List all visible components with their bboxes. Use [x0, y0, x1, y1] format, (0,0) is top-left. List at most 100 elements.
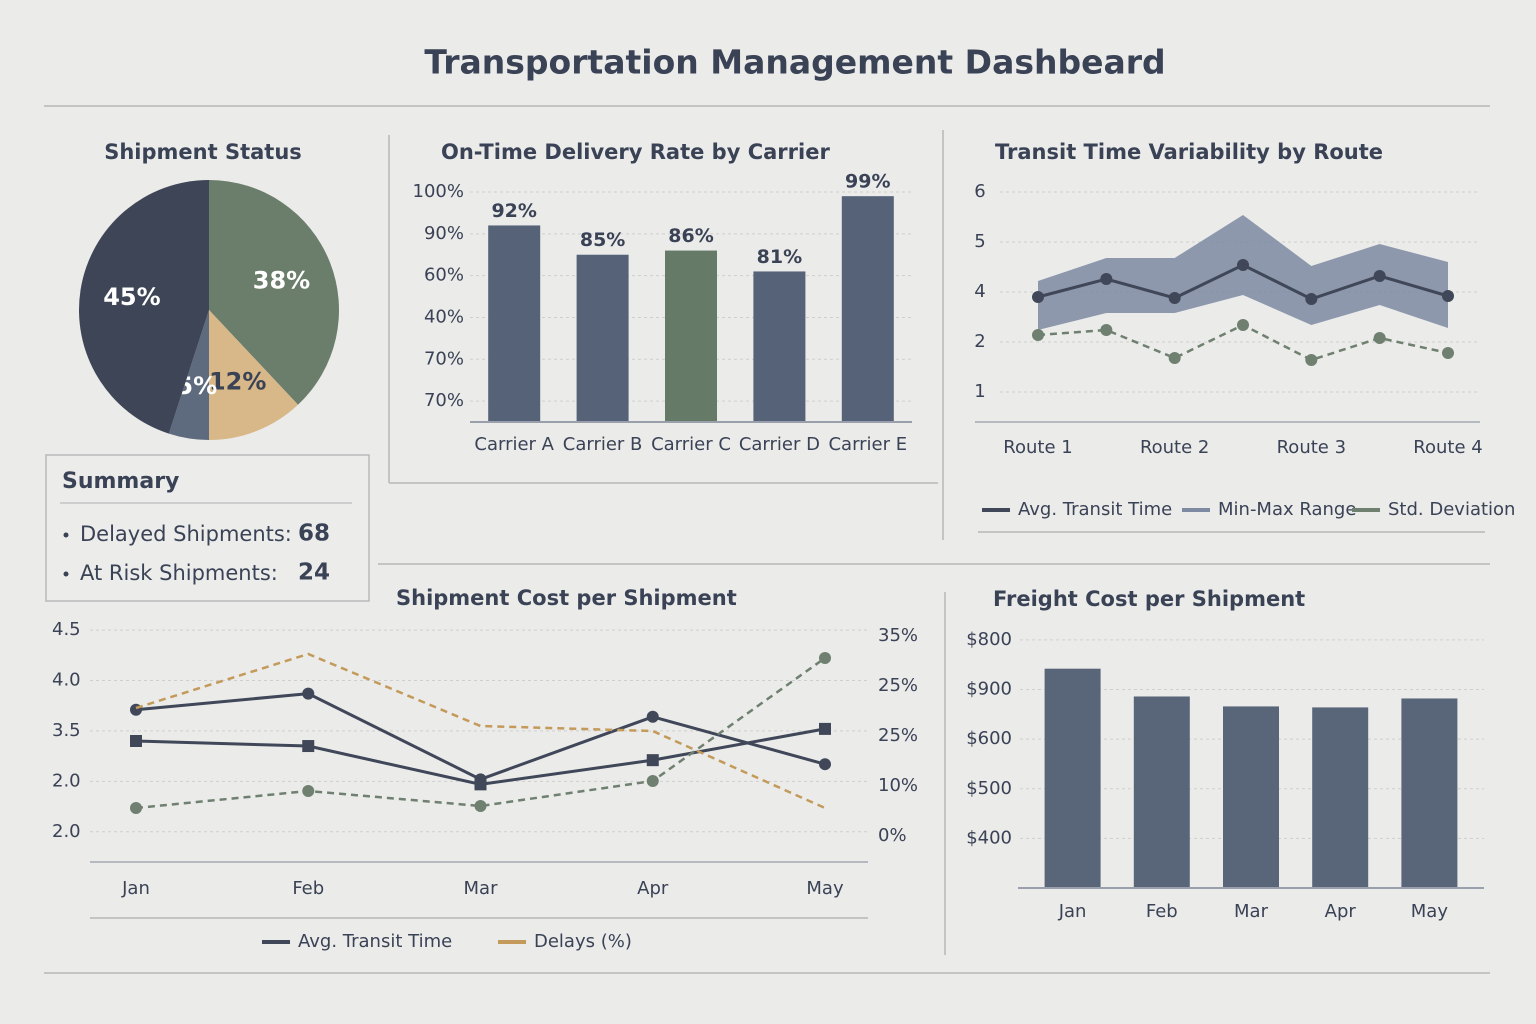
series-line [135, 652, 826, 810]
x-tick-label: Route 1 [1003, 437, 1072, 458]
y-tick-label: 4.5 [52, 619, 81, 640]
summary-title: Summary [62, 469, 179, 494]
pie-slice [79, 180, 209, 434]
y-tick-label: 4.0 [52, 670, 81, 691]
y-tick-label: 3.5 [52, 720, 81, 741]
x-tick-label: May [806, 878, 844, 899]
chart-title: Shipment Status [104, 140, 302, 164]
chart-title: Transit Time Variability by Route [995, 140, 1383, 164]
marker [1100, 324, 1113, 336]
y-tick-label: 70% [424, 390, 464, 411]
summary-value: 24 [298, 560, 330, 586]
bar [1133, 696, 1190, 888]
x-tick-label: Apr [637, 878, 669, 899]
bar [665, 250, 717, 422]
marker [646, 710, 659, 723]
range-band [1038, 215, 1448, 330]
summary-label: Delayed Shipments: [80, 522, 292, 546]
summary-value: 68 [298, 521, 330, 547]
legend-label: Min-Max Range [1218, 499, 1356, 520]
y-tick-label: 5 [974, 231, 985, 252]
slice-label: 38% [253, 266, 310, 294]
y-tick-label: 90% [424, 223, 464, 244]
pie-slice [209, 180, 339, 405]
marker [302, 687, 315, 700]
x-tick-label: Feb [292, 878, 324, 899]
marker [130, 802, 142, 814]
value-label: 81% [757, 246, 802, 268]
y-tick-label: 25% [878, 675, 918, 696]
bullet [63, 532, 69, 538]
y-tick-label: 2 [974, 331, 985, 352]
summary-frame [45, 454, 370, 602]
summary-label: At Risk Shipments: [80, 561, 278, 585]
y-tick-label: 40% [424, 306, 464, 327]
marker [1373, 332, 1386, 344]
x-tick-label: Mar [464, 878, 499, 899]
marker [1100, 273, 1113, 285]
chart-title: Shipment Cost per Shipment [396, 586, 737, 610]
page-title: Transportation Management Dashbeard [424, 43, 1165, 82]
value-label: 92% [491, 200, 536, 222]
y-tick-label: 35% [878, 625, 918, 646]
marker [474, 778, 487, 791]
series-line [135, 656, 826, 810]
chart-title: On-Time Delivery Rate by Carrier [441, 140, 830, 164]
marker [646, 775, 659, 787]
x-tick-label: Carrier D [739, 434, 820, 455]
chart-title: Freight Cost per Shipment [993, 587, 1305, 611]
value-label: 99% [845, 171, 890, 193]
pie-slice [209, 310, 298, 440]
y-tick-label: $500 [966, 778, 1012, 799]
y-tick-label: 100% [413, 181, 464, 202]
y-tick-label: $400 [966, 827, 1012, 848]
marker [646, 754, 659, 767]
marker [302, 740, 315, 753]
value-label: 85% [580, 229, 625, 251]
marker [819, 722, 831, 735]
y-tick-label: $900 [966, 679, 1012, 700]
marker [1168, 292, 1181, 304]
marker [1373, 270, 1386, 282]
marker [1168, 352, 1181, 364]
marker [1305, 354, 1318, 366]
y-tick-label: $600 [966, 728, 1012, 749]
marker [1032, 291, 1044, 303]
y-tick-label: 1 [974, 381, 985, 402]
legend-label: Std. Deviation [1388, 499, 1515, 520]
marker [1237, 319, 1249, 331]
slice-label: 45% [103, 283, 160, 311]
bar [1401, 698, 1458, 888]
x-tick-label: Route 3 [1277, 437, 1346, 458]
bar [841, 196, 894, 422]
y-tick-label: 25% [878, 725, 918, 746]
x-tick-label: Feb [1146, 901, 1178, 922]
y-tick-label: 4 [974, 281, 985, 302]
bullet [63, 571, 69, 577]
x-tick-label: Route 4 [1413, 437, 1482, 458]
marker [474, 800, 487, 812]
x-tick-label: Route 2 [1140, 437, 1209, 458]
pie-slice [168, 310, 209, 440]
value-label: 86% [668, 225, 713, 247]
y-tick-label: 0% [878, 825, 907, 846]
x-tick-label: Jan [121, 878, 150, 899]
bar [1312, 707, 1369, 888]
marker [1442, 290, 1454, 302]
x-tick-label: Carrier A [474, 434, 554, 455]
marker [819, 758, 831, 771]
marker [1442, 347, 1454, 359]
marker [1032, 329, 1044, 341]
marker [819, 652, 831, 664]
x-tick-label: Carrier E [828, 434, 907, 455]
marker [130, 735, 142, 747]
bar [1223, 706, 1279, 888]
legend-label: Avg. Transit Time [298, 931, 452, 952]
summary-box: Summary Delayed Shipments: 68 At Risk Sh… [45, 454, 370, 602]
bar [753, 271, 806, 422]
y-tick-label: 2.0 [52, 821, 81, 842]
y-tick-label: 10% [878, 775, 918, 796]
x-tick-label: Mar [1234, 901, 1269, 922]
marker [302, 785, 315, 797]
